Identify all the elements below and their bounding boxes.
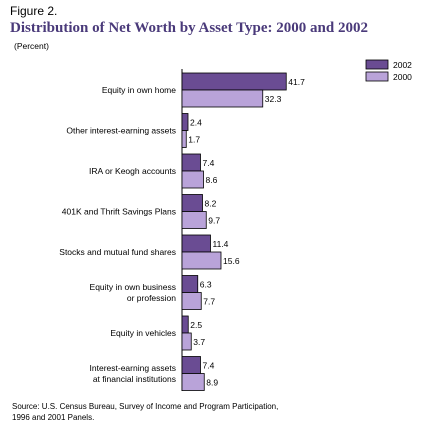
category-label: Equity in own business: [90, 282, 176, 292]
source-line: 1996 and 2001 Panels.: [12, 413, 95, 422]
source-line: Source: U.S. Census Bureau, Survey of In…: [12, 402, 279, 411]
category-label: Equity in vehicles: [110, 328, 176, 338]
data-label: 9.7: [208, 216, 220, 226]
bar-2002-1: [181, 113, 189, 131]
bar-2000-5: [181, 292, 202, 310]
data-label: 6.3: [200, 280, 212, 290]
legend-swatch-2002: [365, 59, 389, 70]
legend-label: 2002: [393, 60, 412, 70]
data-label: 41.7: [288, 77, 305, 87]
category-label: 401K and Thrift Savings Plans: [62, 207, 176, 217]
source-note: Source: U.S. Census Bureau, Survey of In…: [12, 401, 432, 423]
data-label: 2.5: [190, 320, 202, 330]
category-label: Other interest-earning assets: [66, 126, 176, 136]
bar-2002-3: [181, 194, 203, 212]
data-label: 3.7: [193, 337, 205, 347]
figure-label: Figure 2.: [10, 4, 58, 18]
bar-2002-4: [181, 234, 211, 253]
category-label: Equity in own home: [102, 85, 176, 95]
chart-title: Distribution of Net Worth by Asset Type:…: [10, 20, 368, 36]
data-label: 8.2: [205, 199, 217, 209]
bar-2002-7: [181, 356, 201, 374]
category-label: Interest-earning assets: [90, 363, 176, 373]
chart-subtitle: (Percent): [14, 41, 49, 51]
bar-2000-1: [181, 130, 187, 148]
category-label: Stocks and mutual fund shares: [59, 247, 176, 257]
data-label: 7.4: [203, 158, 215, 168]
bar-2002-5: [181, 275, 199, 293]
bar-2000-7: [181, 373, 205, 391]
data-label: 32.3: [265, 94, 282, 104]
legend-label: 2000: [393, 72, 412, 82]
data-label: 15.6: [223, 256, 240, 266]
bar-2002-6: [181, 315, 189, 334]
data-label: 1.7: [188, 135, 200, 145]
data-label: 8.9: [206, 378, 218, 388]
bar-2000-6: [181, 332, 192, 351]
bar-2002-2: [181, 153, 201, 172]
bar-2002-0: [181, 72, 287, 91]
category-label: or profession: [127, 293, 176, 303]
data-label: 11.4: [213, 239, 229, 249]
bar-2000-4: [181, 251, 222, 270]
bar-2000-2: [181, 170, 204, 189]
bar-2000-3: [181, 211, 207, 229]
data-label: 2.4: [190, 118, 202, 128]
data-label: 7.7: [203, 297, 215, 307]
category-label: IRA or Keogh accounts: [89, 166, 176, 176]
bar-2000-0: [181, 89, 264, 108]
legend-swatch-2000: [365, 71, 389, 82]
data-label: 7.4: [203, 361, 215, 371]
category-label: at financial institutions: [93, 374, 176, 384]
data-label: 8.6: [206, 175, 218, 185]
